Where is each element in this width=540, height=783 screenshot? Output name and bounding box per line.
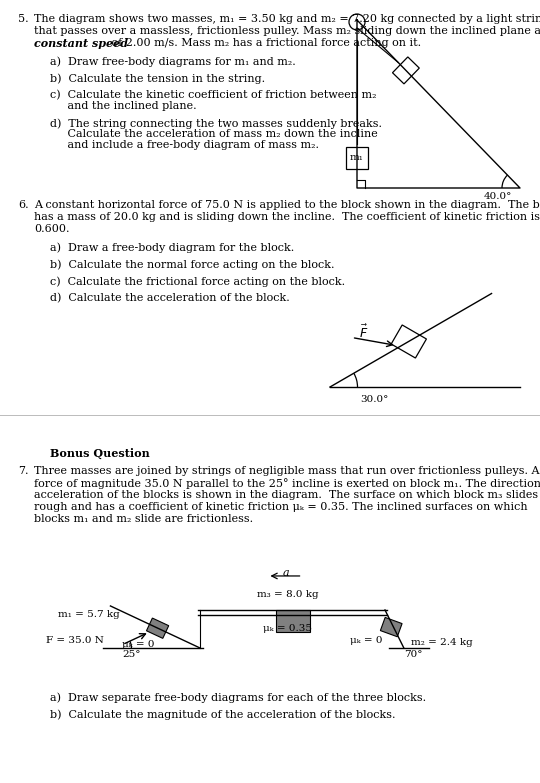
Bar <box>380 618 402 637</box>
Text: Calculate the acceleration of mass m₂ down the incline: Calculate the acceleration of mass m₂ do… <box>50 129 378 139</box>
Text: d)  Calculate the acceleration of the block.: d) Calculate the acceleration of the blo… <box>50 293 290 303</box>
Text: c)  Calculate the frictional force acting on the block.: c) Calculate the frictional force acting… <box>50 276 345 287</box>
Text: 30.0°: 30.0° <box>360 395 388 404</box>
Text: b)  Calculate the tension in the string.: b) Calculate the tension in the string. <box>50 73 265 84</box>
Text: b)  Calculate the normal force acting on the block.: b) Calculate the normal force acting on … <box>50 259 334 269</box>
Text: m₃ = 8.0 kg: m₃ = 8.0 kg <box>256 590 318 599</box>
Text: that passes over a massless, frictionless pulley. Mass m₂ sliding down the incli: that passes over a massless, frictionles… <box>34 26 540 36</box>
Text: 40.0°: 40.0° <box>484 192 512 201</box>
Bar <box>391 325 427 358</box>
Text: Bonus Question: Bonus Question <box>50 448 150 459</box>
Text: m₁ = 5.7 kg: m₁ = 5.7 kg <box>58 610 120 619</box>
Text: 0.600.: 0.600. <box>34 224 70 234</box>
Text: blocks m₁ and m₂ slide are frictionless.: blocks m₁ and m₂ slide are frictionless. <box>34 514 253 524</box>
Text: m₁: m₁ <box>350 153 364 163</box>
Bar <box>275 610 309 632</box>
Text: a)  Draw separate free-body diagrams for each of the three blocks.: a) Draw separate free-body diagrams for … <box>50 692 426 702</box>
Text: μₖ = 0: μₖ = 0 <box>350 636 382 645</box>
Text: has a mass of 20.0 kg and is sliding down the incline.  The coefficient of kinet: has a mass of 20.0 kg and is sliding dow… <box>34 212 540 222</box>
Text: and include a free-body diagram of mass m₂.: and include a free-body diagram of mass … <box>50 140 319 150</box>
Text: Three masses are joined by strings of negligible mass that run over frictionless: Three masses are joined by strings of ne… <box>34 466 539 476</box>
Text: d)  The string connecting the two masses suddenly breaks.: d) The string connecting the two masses … <box>50 118 382 128</box>
Text: and the inclined plane.: and the inclined plane. <box>50 101 197 111</box>
Text: rough and has a coefficient of kinetic friction μₖ = 0.35. The inclined surfaces: rough and has a coefficient of kinetic f… <box>34 502 528 512</box>
Text: 5.: 5. <box>18 14 29 24</box>
Text: a)  Draw a free-body diagram for the block.: a) Draw a free-body diagram for the bloc… <box>50 242 294 253</box>
Text: 6.: 6. <box>18 200 29 210</box>
Text: $\vec{F}$: $\vec{F}$ <box>359 323 368 341</box>
Text: m₂ = 2.4 kg: m₂ = 2.4 kg <box>411 638 472 647</box>
Text: constant speed: constant speed <box>34 38 128 49</box>
Text: μₖ = 0.35: μₖ = 0.35 <box>263 624 312 633</box>
Text: a)  Draw free-body diagrams for m₁ and m₂.: a) Draw free-body diagrams for m₁ and m₂… <box>50 56 296 67</box>
Text: F = 35.0 N: F = 35.0 N <box>46 636 104 645</box>
Bar <box>146 618 168 638</box>
Text: 7.: 7. <box>18 466 29 476</box>
Text: force of magnitude 35.0 N parallel to the 25° incline is exerted on block m₁. Th: force of magnitude 35.0 N parallel to th… <box>34 478 540 489</box>
Bar <box>393 57 419 84</box>
Text: acceleration of the blocks is shown in the diagram.  The surface on which block : acceleration of the blocks is shown in t… <box>34 490 540 500</box>
Text: A constant horizontal force of 75.0 N is applied to the block shown in the diagr: A constant horizontal force of 75.0 N is… <box>34 200 540 210</box>
Text: 25°: 25° <box>123 650 141 659</box>
Text: 70°: 70° <box>404 650 422 659</box>
Text: μₖ = 0: μₖ = 0 <box>123 640 155 649</box>
Text: of 2.00 m/s. Mass m₂ has a frictional force acting on it.: of 2.00 m/s. Mass m₂ has a frictional fo… <box>108 38 421 48</box>
Bar <box>346 147 368 169</box>
Text: c)  Calculate the kinetic coefficient of friction between m₂: c) Calculate the kinetic coefficient of … <box>50 90 376 100</box>
Text: The diagram shows two masses, m₁ = 3.50 kg and m₂ = 7.20 kg connected by a light: The diagram shows two masses, m₁ = 3.50 … <box>34 14 540 24</box>
Text: a: a <box>282 568 289 578</box>
Text: b)  Calculate the magnitude of the acceleration of the blocks.: b) Calculate the magnitude of the accele… <box>50 709 395 720</box>
